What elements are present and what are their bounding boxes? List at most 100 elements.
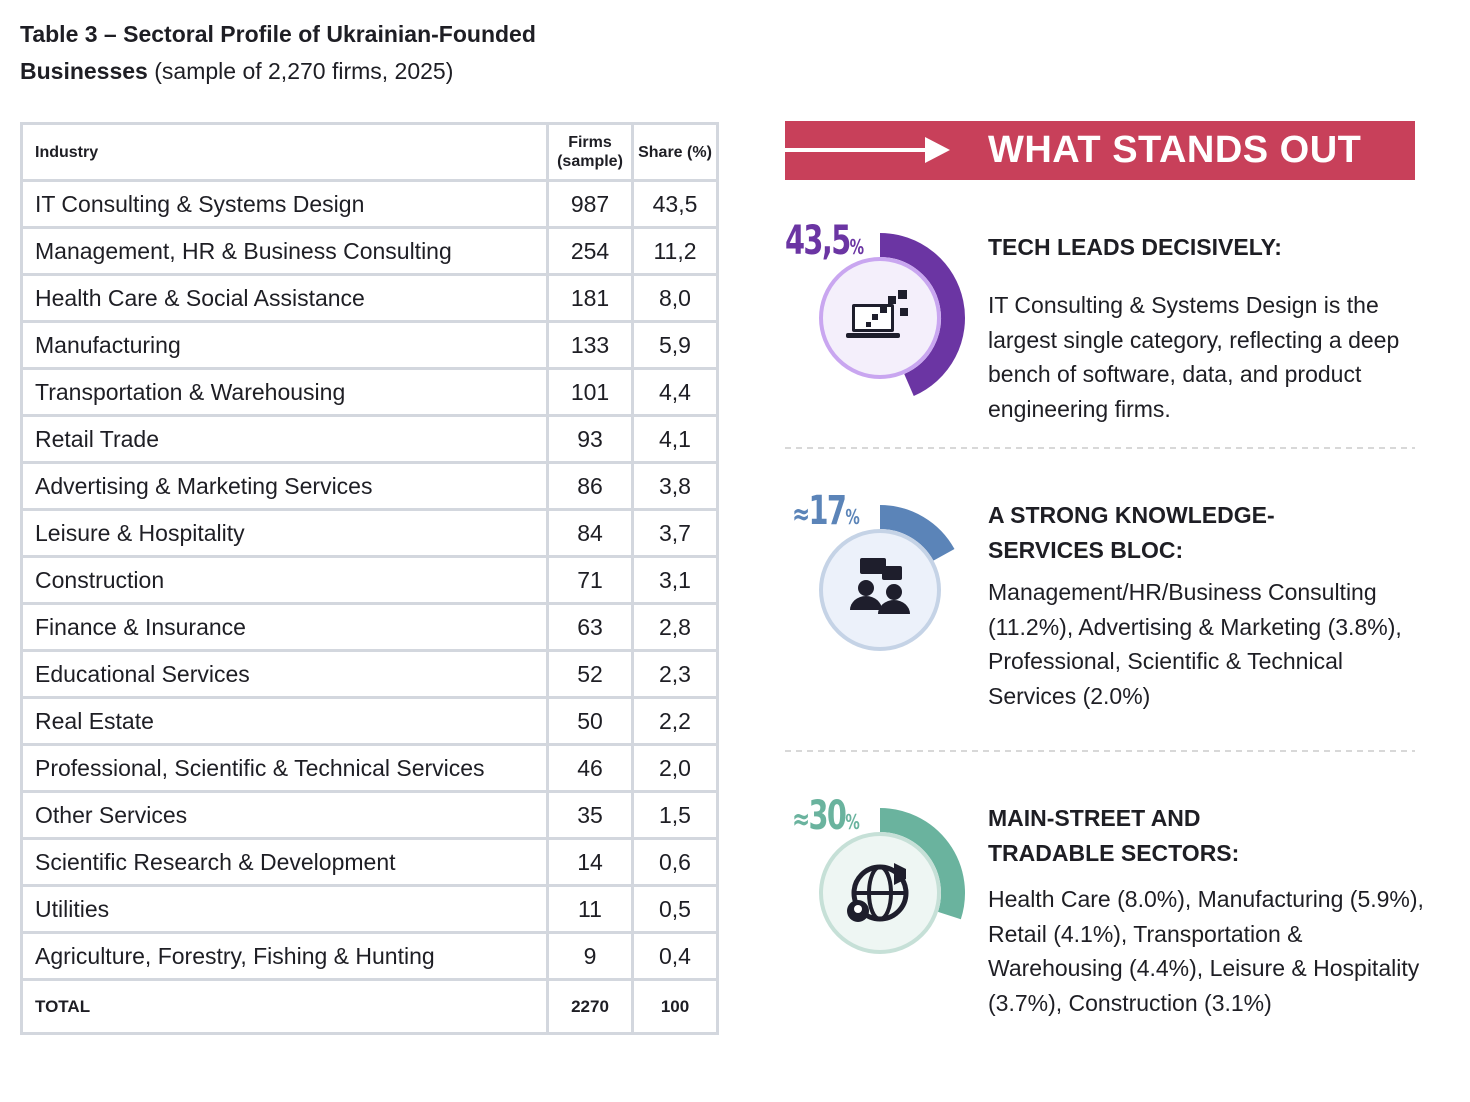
table-row: Other Services 35 1,5 bbox=[20, 790, 719, 840]
cell: Management, HR & Business Consulting bbox=[20, 226, 549, 276]
stat: ≈30% bbox=[792, 793, 860, 839]
cell: Health Care & Social Assistance bbox=[20, 273, 549, 323]
cell: 46 bbox=[546, 743, 634, 793]
cell: 93 bbox=[546, 414, 634, 464]
icon-circle bbox=[819, 832, 941, 954]
cell: Other Services bbox=[20, 790, 549, 840]
cell: Finance & Insurance bbox=[20, 602, 549, 652]
table-row: Management, HR & Business Consulting 254 1… bbox=[20, 226, 719, 276]
cell: 2,3 bbox=[631, 649, 719, 699]
table-row: Advertising & Marketing Services 86 3,8 bbox=[20, 461, 719, 511]
cell: 3,7 bbox=[631, 508, 719, 558]
cell: 14 bbox=[546, 837, 634, 887]
item-text: Management/HR/Business Consulting (11.2%… bbox=[988, 579, 1402, 709]
header-cell: Share (%) bbox=[631, 122, 719, 182]
cell: 8,0 bbox=[631, 273, 719, 323]
table-row: Educational Services 52 2,3 bbox=[20, 649, 719, 699]
banner: WHAT STANDS OUT bbox=[785, 121, 1415, 180]
stat-prefix: ≈ bbox=[792, 497, 810, 532]
share-arc bbox=[879, 233, 965, 397]
cell: 86 bbox=[546, 461, 634, 511]
header-cell: Industry bbox=[20, 122, 549, 182]
item-title: TECH LEADS DECISIVELY: bbox=[988, 234, 1282, 260]
cell: 4,4 bbox=[631, 367, 719, 417]
cell: Leisure & Hospitality bbox=[20, 508, 549, 558]
table-row: Utilities 11 0,5 bbox=[20, 884, 719, 934]
table-row: Scientific Research & Development 14 0,6 bbox=[20, 837, 719, 887]
arrow bbox=[785, 137, 950, 163]
cell: Real Estate bbox=[20, 696, 549, 746]
cell: IT Consulting & Systems Design bbox=[20, 179, 549, 229]
icon bbox=[846, 290, 908, 338]
cell: Scientific Research & Development bbox=[20, 837, 549, 887]
cell: Agriculture, Forestry, Fishing & Hunting bbox=[20, 931, 549, 981]
title-bold: Table 3 – Sectoral Profile of Ukrainian-… bbox=[20, 21, 536, 84]
cell: 9 bbox=[546, 931, 634, 981]
cell: Manufacturing bbox=[20, 320, 549, 370]
cell: 35 bbox=[546, 790, 634, 840]
cell: Advertising & Marketing Services bbox=[20, 461, 549, 511]
table-row: Transportation & Warehousing 101 4,4 bbox=[20, 367, 719, 417]
cell: 0,5 bbox=[631, 884, 719, 934]
banner-heading: WHAT STANDS OUT bbox=[988, 129, 1362, 171]
cell: 0,6 bbox=[631, 837, 719, 887]
cell: Professional, Scientific & Technical Ser… bbox=[20, 743, 549, 793]
item-text: IT Consulting & Systems Design is the la… bbox=[988, 292, 1400, 422]
total-row: TOTAL 2270 100 bbox=[20, 978, 719, 1035]
title-rest: (sample of 2,270 firms, 2025) bbox=[154, 58, 454, 84]
table-row: Finance & Insurance 63 2,8 bbox=[20, 602, 719, 652]
table-row: Professional, Scientific & Technical Ser… bbox=[20, 743, 719, 793]
cell: Transportation & Warehousing bbox=[20, 367, 549, 417]
cell: 1,5 bbox=[631, 790, 719, 840]
stat: 43,5% bbox=[785, 218, 864, 264]
cell: 0,4 bbox=[631, 931, 719, 981]
cell: 133 bbox=[546, 320, 634, 370]
cell: 2,0 bbox=[631, 743, 719, 793]
stat-unit: % bbox=[849, 235, 865, 259]
cell: 84 bbox=[546, 508, 634, 558]
table-title: Table 3 – Sectoral Profile of Ukrainian-… bbox=[20, 16, 660, 90]
cell: 11,2 bbox=[631, 226, 719, 276]
table-row: IT Consulting & Systems Design 987 43,5 bbox=[20, 179, 719, 229]
cell: Retail Trade bbox=[20, 414, 549, 464]
total-cell: TOTAL bbox=[20, 978, 549, 1035]
cell: 2,8 bbox=[631, 602, 719, 652]
header-cell: Firms (sample) bbox=[546, 122, 634, 182]
header-row: Industry Firms (sample) Share (%) bbox=[20, 122, 719, 182]
stat: ≈17% bbox=[792, 488, 860, 534]
cell: 254 bbox=[546, 226, 634, 276]
icon-circle bbox=[819, 529, 941, 651]
table-row: Real Estate 50 2,2 bbox=[20, 696, 719, 746]
cell: 3,8 bbox=[631, 461, 719, 511]
stat-value: 17 bbox=[808, 488, 847, 534]
cell: 11 bbox=[546, 884, 634, 934]
cell: 50 bbox=[546, 696, 634, 746]
table-row: Construction 71 3,1 bbox=[20, 555, 719, 605]
stat-value: 30 bbox=[808, 793, 847, 839]
sector-table: Industry Firms (sample) Share (%) IT Consul… bbox=[20, 122, 719, 1035]
cell: 181 bbox=[546, 273, 634, 323]
share-arc bbox=[879, 808, 965, 920]
table-row: Manufacturing 133 5,9 bbox=[20, 320, 719, 370]
stat-unit: % bbox=[845, 810, 860, 834]
cell: 5,9 bbox=[631, 320, 719, 370]
stat-value: 43,5 bbox=[785, 218, 851, 264]
cell: 63 bbox=[546, 602, 634, 652]
icon bbox=[847, 863, 909, 922]
item-title: MAIN-STREET AND TRADABLE SECTORS: bbox=[988, 805, 1240, 866]
share-arc bbox=[879, 505, 955, 562]
table-row: Agriculture, Forestry, Fishing & Hunting… bbox=[20, 931, 719, 981]
cell: 101 bbox=[546, 367, 634, 417]
cell: 43,5 bbox=[631, 179, 719, 229]
cell: 4,1 bbox=[631, 414, 719, 464]
item-title: A STRONG KNOWLEDGE-SERVICES BLOC: bbox=[988, 502, 1275, 563]
cell: 987 bbox=[546, 179, 634, 229]
cell: 2,2 bbox=[631, 696, 719, 746]
table-row: Leisure & Hospitality 84 3,7 bbox=[20, 508, 719, 558]
icon-circle bbox=[819, 257, 941, 379]
total-cell: 2270 bbox=[546, 978, 634, 1035]
stat-unit: % bbox=[845, 505, 860, 529]
total-cell: 100 bbox=[631, 978, 719, 1035]
cell: 52 bbox=[546, 649, 634, 699]
